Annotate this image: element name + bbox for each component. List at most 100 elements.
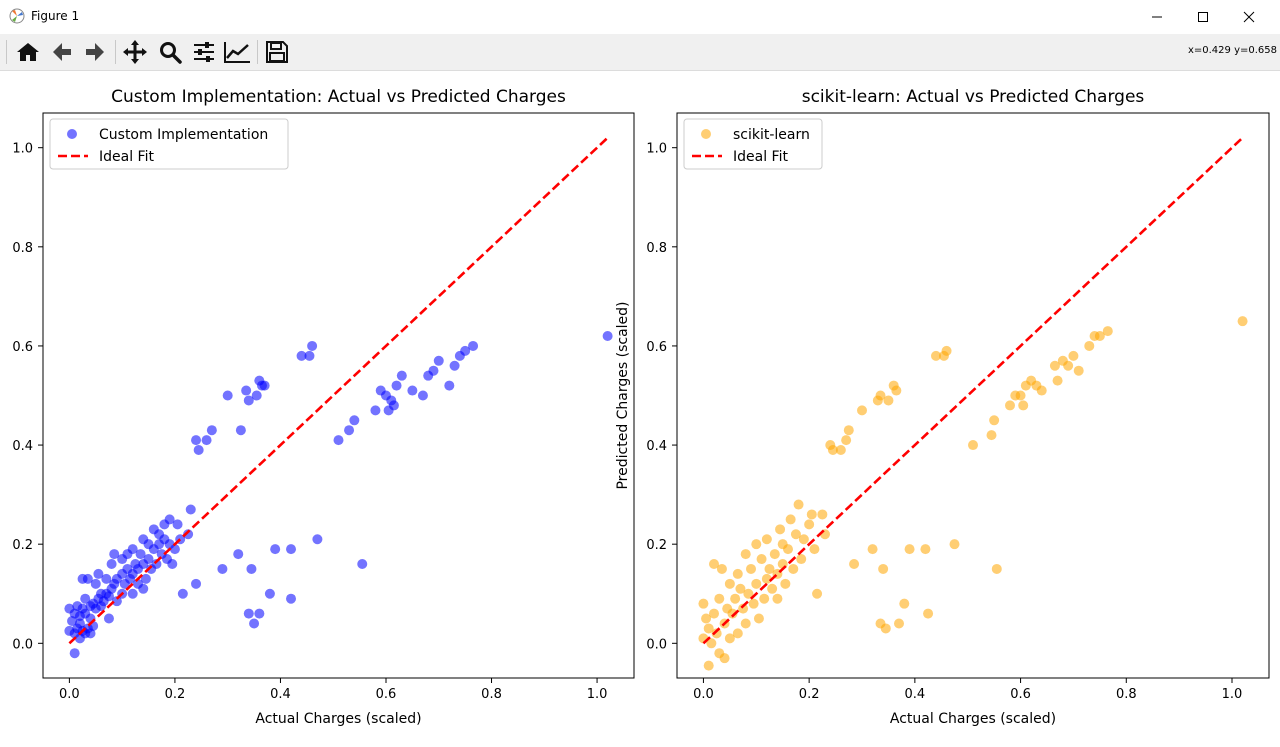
configure-subplots-button[interactable] bbox=[189, 38, 219, 66]
data-point bbox=[740, 549, 751, 560]
data-point bbox=[1084, 340, 1095, 351]
data-point bbox=[880, 623, 891, 634]
figure-canvas[interactable]: Custom Implementation: Actual vs Predict… bbox=[0, 70, 1280, 747]
data-point bbox=[235, 425, 246, 436]
minimize-button[interactable] bbox=[1134, 0, 1180, 34]
chart-title: Custom Implementation: Actual vs Predict… bbox=[111, 87, 566, 107]
data-point bbox=[243, 608, 254, 619]
navigation-toolbar: x=0.429 y=0.658 bbox=[0, 34, 1280, 71]
save-button[interactable] bbox=[262, 38, 292, 66]
data-point bbox=[222, 390, 233, 401]
data-point bbox=[407, 385, 418, 396]
home-button[interactable] bbox=[13, 38, 43, 66]
data-point bbox=[788, 563, 799, 574]
data-point bbox=[80, 593, 91, 604]
data-point bbox=[127, 588, 138, 599]
x-tick-label: 0.4 bbox=[270, 687, 291, 702]
data-point bbox=[746, 563, 756, 574]
x-tick-label: 0.0 bbox=[59, 687, 80, 702]
data-point bbox=[249, 618, 260, 629]
data-point bbox=[151, 559, 162, 570]
zoom-button[interactable] bbox=[155, 38, 185, 66]
data-point bbox=[743, 588, 754, 599]
data-point bbox=[1052, 375, 1063, 386]
data-point bbox=[217, 563, 228, 574]
x-tick-label: 0.6 bbox=[376, 687, 397, 702]
data-point bbox=[127, 544, 138, 555]
y-tick-label: 1.0 bbox=[12, 142, 33, 157]
data-point bbox=[703, 660, 714, 671]
data-point bbox=[761, 534, 772, 545]
data-point bbox=[357, 559, 368, 570]
y-tick-label: 0.0 bbox=[646, 637, 667, 652]
data-point bbox=[714, 593, 725, 604]
x-tick-label: 1.0 bbox=[587, 687, 608, 702]
data-point bbox=[344, 425, 355, 436]
x-tick-label: 0.6 bbox=[1010, 687, 1031, 702]
toolbar-separator bbox=[115, 40, 116, 64]
legend-label: Ideal Fit bbox=[733, 149, 788, 165]
data-point bbox=[706, 638, 717, 649]
legend-label: scikit-learn bbox=[733, 127, 810, 143]
data-point bbox=[751, 578, 762, 589]
x-tick-label: 0.8 bbox=[481, 687, 502, 702]
data-point bbox=[740, 618, 751, 629]
data-point bbox=[711, 628, 722, 639]
data-point bbox=[793, 499, 804, 510]
data-point bbox=[449, 360, 460, 371]
data-point bbox=[1036, 385, 1047, 396]
back-button[interactable] bbox=[47, 38, 77, 66]
y-tick-label: 0.8 bbox=[12, 241, 33, 256]
legend-label: Ideal Fit bbox=[99, 149, 154, 165]
legend-label: Custom Implementation bbox=[99, 127, 268, 143]
data-point bbox=[968, 440, 978, 451]
data-point bbox=[785, 514, 796, 525]
data-point bbox=[1018, 400, 1029, 411]
pan-button[interactable] bbox=[120, 38, 150, 66]
data-point bbox=[724, 633, 735, 644]
forward-button[interactable] bbox=[80, 38, 110, 66]
data-point bbox=[206, 425, 217, 436]
data-point bbox=[796, 554, 807, 565]
cursor-coordinates: x=0.429 y=0.658 bbox=[1187, 45, 1277, 56]
data-point bbox=[1094, 331, 1105, 342]
ideal-fit-line bbox=[702, 136, 1244, 645]
edit-axis-icon bbox=[224, 42, 250, 63]
data-point bbox=[783, 544, 793, 555]
data-point bbox=[931, 350, 941, 361]
data-point bbox=[899, 598, 910, 609]
data-point bbox=[730, 593, 741, 604]
plot-frame bbox=[676, 112, 1270, 679]
data-point bbox=[286, 544, 297, 555]
close-button[interactable] bbox=[1226, 0, 1272, 34]
data-point bbox=[883, 395, 894, 406]
x-tick-label: 1.0 bbox=[1222, 687, 1243, 702]
configure-subplots-icon bbox=[194, 42, 214, 62]
edit-axis-button[interactable] bbox=[222, 38, 252, 66]
data-point bbox=[878, 563, 889, 574]
data-point bbox=[761, 573, 772, 584]
close-icon bbox=[1243, 11, 1255, 23]
scatter-points bbox=[64, 331, 613, 659]
maximize-icon bbox=[1198, 12, 1208, 22]
data-point bbox=[891, 385, 902, 396]
maximize-button[interactable] bbox=[1180, 0, 1226, 34]
save-icon bbox=[266, 41, 288, 63]
data-point bbox=[201, 435, 212, 446]
data-point bbox=[312, 534, 323, 545]
data-point bbox=[857, 405, 867, 416]
x-tick-label: 0.4 bbox=[905, 687, 926, 702]
data-point bbox=[809, 544, 820, 555]
data-point bbox=[772, 593, 783, 604]
x-axis-label: Actual Charges (scaled) bbox=[890, 711, 1056, 727]
data-point bbox=[468, 340, 479, 351]
data-point bbox=[812, 588, 823, 599]
minimize-icon bbox=[1152, 16, 1162, 18]
y-tick-label: 0.4 bbox=[646, 439, 667, 454]
data-point bbox=[738, 603, 749, 614]
y-axis-label: Predicted Charges (scaled) bbox=[615, 301, 631, 489]
x-tick-label: 0.2 bbox=[799, 687, 820, 702]
data-point bbox=[1005, 400, 1015, 411]
data-point bbox=[254, 608, 265, 619]
chart-title: scikit-learn: Actual vs Predicted Charge… bbox=[802, 87, 1145, 107]
